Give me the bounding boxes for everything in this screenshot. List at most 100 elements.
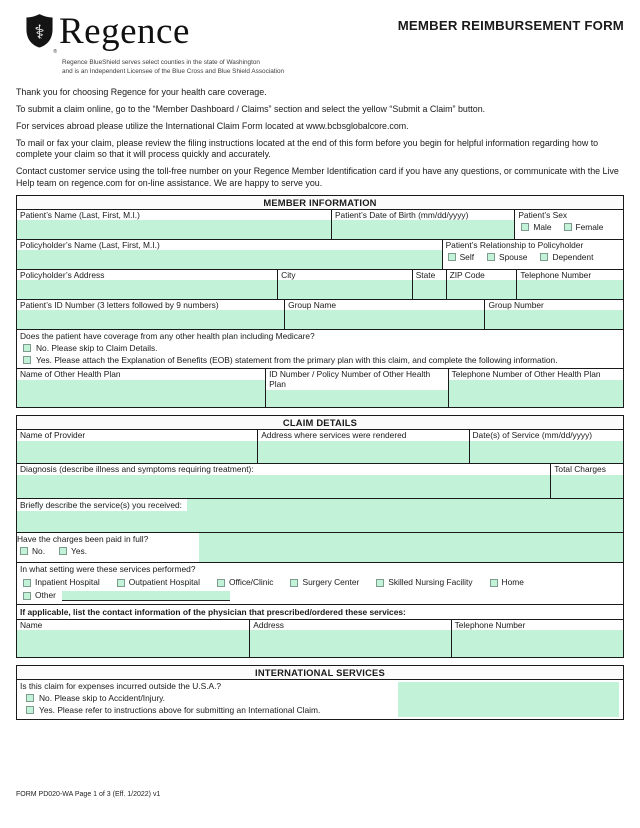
checkbox-home[interactable] (489, 578, 498, 587)
checkbox-other-setting[interactable] (23, 591, 31, 600)
service-address-label: Address where services were rendered (261, 430, 407, 441)
blueshield-logo-icon: ⚕ ® (26, 14, 57, 55)
checkbox-dependent[interactable] (540, 253, 549, 262)
international-services-table: INTERNATIONAL SERVICES Is this claim for… (16, 664, 624, 721)
international-services-header: INTERNATIONAL SERVICES (17, 665, 623, 680)
brand-name: Regence (59, 11, 190, 52)
other-plan-id-label: ID Number / Policy Number of Other Healt… (269, 369, 431, 390)
city-input[interactable] (278, 280, 412, 299)
diagnosis-label: Diagnosis (describe illness and symptoms… (20, 464, 254, 475)
paid-yes-label: Yes. (71, 546, 88, 557)
checkbox-outpatient-hospital[interactable] (116, 578, 125, 587)
physician-name-label: Name (20, 619, 43, 630)
form-title: MEMBER REIMBURSEMENT FORM (397, 18, 624, 33)
member-information-header: MEMBER INFORMATION (17, 195, 623, 210)
policyholder-name-label: Policyholder’s Name (Last, First, M.I.) (20, 239, 160, 250)
member-information-table: MEMBER INFORMATION Patient’s Name (Last,… (16, 194, 624, 409)
policyholder-name-input[interactable] (17, 250, 442, 269)
office-clinic-label: Office/Clinic (228, 577, 274, 588)
physician-address-input[interactable] (250, 630, 451, 657)
svg-text:⚕: ⚕ (34, 20, 44, 43)
service-description-label: Briefly describe the service(s) you rece… (17, 499, 187, 512)
total-charges-input[interactable] (551, 475, 623, 499)
patient-id-label: Patient’s ID Number (3 letters followed … (20, 299, 219, 310)
service-description-input[interactable]: Briefly describe the service(s) you rece… (17, 499, 623, 534)
checkbox-female[interactable] (563, 223, 572, 232)
page-header: ⚕ ® Regence Regence BlueShield serves se… (0, 0, 640, 76)
checkbox-other-coverage-no[interactable] (23, 343, 31, 352)
checkbox-paid-no[interactable] (20, 547, 28, 556)
checkbox-surgery-center[interactable] (290, 578, 299, 587)
home-label: Home (501, 577, 524, 588)
physician-phone-input[interactable] (451, 630, 624, 657)
international-question: Is this claim for expenses incurred outs… (20, 680, 222, 691)
self-label: Self (459, 252, 475, 263)
checkbox-international-yes[interactable] (26, 706, 34, 715)
paid-no-label: No. (32, 546, 46, 557)
patient-name-input[interactable] (17, 220, 331, 239)
checkbox-office-clinic[interactable] (216, 578, 225, 587)
other-coverage-question: Does the patient have coverage from any … (20, 330, 315, 341)
brand-tagline: Regence BlueShield serves select countie… (62, 59, 285, 75)
physician-phone-label: Telephone Number (454, 619, 526, 630)
checkbox-inpatient-hospital[interactable] (23, 578, 31, 587)
intro-paragraph: To submit a claim online, go to the “Mem… (16, 104, 486, 115)
service-address-input[interactable] (258, 441, 469, 464)
claim-details-table: CLAIM DETAILS Name of Provider Address w… (16, 415, 624, 658)
other-plan-name-label: Name of Other Health Plan (20, 369, 121, 380)
city-label: City (281, 269, 296, 280)
other-plan-phone-input[interactable] (448, 380, 623, 408)
male-label: Male (533, 222, 552, 233)
paid-in-full-row: Have the charges been paid in full? No. … (17, 533, 623, 564)
paid-question: Have the charges been paid in full? (17, 534, 149, 545)
physician-contact-instruction: If applicable, list the contact informat… (20, 606, 406, 617)
telephone-input[interactable] (517, 280, 624, 299)
claim-details-header: CLAIM DETAILS (17, 416, 623, 431)
skilled-nursing-label: Skilled Nursing Facility (388, 577, 473, 588)
group-number-input[interactable] (485, 310, 623, 329)
other-plan-name-input[interactable] (17, 380, 266, 408)
other-setting-input[interactable] (61, 590, 230, 601)
physician-name-input[interactable] (17, 630, 250, 657)
brand-block: ⚕ ® Regence Regence BlueShield serves se… (26, 12, 284, 76)
provider-name-input[interactable] (17, 441, 258, 464)
patient-dob-input[interactable] (331, 220, 515, 239)
service-dates-input[interactable] (469, 441, 623, 464)
inpatient-hospital-label: Inpatient Hospital (35, 577, 100, 588)
service-dates-label: Date(s) of Service (mm/dd/yyyy) (472, 430, 593, 441)
physician-address-label: Address (253, 619, 284, 630)
patient-name-label: Patient’s Name (Last, First, M.I.) (20, 209, 140, 220)
diagnosis-input[interactable] (17, 475, 551, 499)
group-name-label: Group Name (288, 299, 337, 310)
group-name-input[interactable] (285, 310, 485, 329)
outpatient-hospital-label: Outpatient Hospital (128, 577, 200, 588)
dependent-label: Dependent (552, 252, 594, 263)
checkbox-paid-yes[interactable] (59, 547, 68, 556)
policyholder-address-input[interactable] (17, 280, 278, 299)
checkbox-other-coverage-yes[interactable] (23, 356, 31, 365)
checkbox-international-no[interactable] (26, 693, 34, 702)
zip-input[interactable] (446, 280, 517, 299)
patient-id-input[interactable] (17, 310, 285, 329)
patient-sex-label: Patient’s Sex (518, 209, 568, 220)
international-input[interactable] (398, 681, 619, 718)
checkbox-self[interactable] (447, 253, 456, 262)
intro-paragraph: Thank you for choosing Regence for your … (16, 87, 267, 98)
setting-question: In what setting were these services perf… (20, 564, 196, 575)
group-number-label: Group Number (488, 299, 544, 310)
other-plan-phone-label: Telephone Number of Other Health Plan (451, 369, 601, 380)
intro-paragraph: Contact customer service using the toll-… (16, 166, 619, 188)
surgery-center-label: Surgery Center (302, 577, 360, 588)
state-input[interactable] (412, 280, 446, 299)
other-coverage-yes-label: Yes. Please attach the Explanation of Be… (36, 355, 558, 366)
form-footer: FORM PD020-WA Page 1 of 3 (Eff. 1/2022) … (16, 791, 161, 798)
checkbox-skilled-nursing[interactable] (376, 578, 385, 587)
checkbox-male[interactable] (521, 223, 530, 232)
state-label: State (415, 269, 436, 280)
checkbox-spouse[interactable] (487, 253, 496, 262)
telephone-label: Telephone Number (520, 269, 592, 280)
patient-dob-label: Patient’s Date of Birth (mm/dd/yyyy) (334, 209, 469, 220)
female-label: Female (575, 222, 604, 233)
other-plan-id-input[interactable] (266, 390, 448, 408)
